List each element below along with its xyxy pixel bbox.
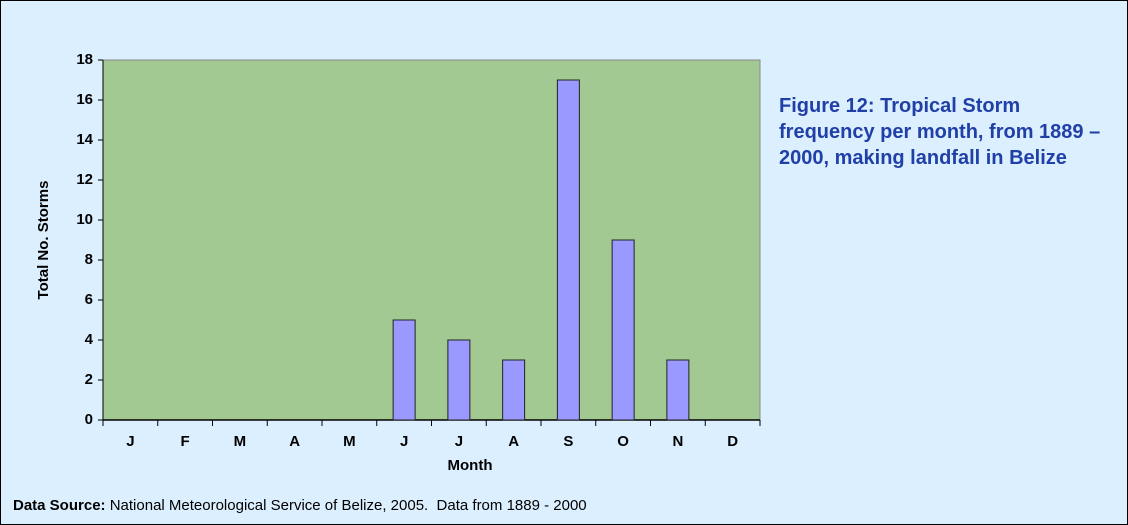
x-tick-label: M — [234, 433, 247, 450]
plot-area — [102, 59, 761, 421]
bar — [556, 79, 580, 421]
source-text: National Meteorological Service of Beliz… — [109, 497, 587, 514]
x-axis-label: Month — [448, 457, 493, 474]
x-tick-label: J — [455, 433, 463, 450]
x-tick-label: O — [617, 433, 629, 450]
x-tick-label: D — [727, 433, 738, 450]
y-tick-label: 8 — [85, 251, 93, 268]
x-tick-label: J — [126, 433, 134, 450]
x-tick-label: F — [181, 433, 190, 450]
source: Data Source: National Meteorological Ser… — [13, 497, 587, 514]
y-tick-label: 4 — [85, 331, 94, 348]
x-tick-label: J — [400, 433, 408, 450]
bar — [392, 319, 416, 421]
chart-title: Figure 12: Tropical Storm frequency per … — [779, 95, 1101, 169]
source-label: Data Source: — [13, 497, 106, 514]
bar — [611, 239, 635, 421]
y-axis-label: Total No. Storms — [35, 181, 52, 300]
bar — [447, 339, 471, 421]
bar — [502, 359, 526, 421]
x-tick-label: M — [343, 433, 356, 450]
y-tick-label: 18 — [76, 51, 93, 68]
bar — [666, 359, 690, 421]
y-tick-label: 14 — [76, 131, 93, 148]
y-tick-label: 2 — [85, 371, 93, 388]
y-tick-label: 12 — [76, 171, 93, 188]
y-tick-label: 0 — [85, 411, 93, 428]
x-tick-label: N — [672, 433, 683, 450]
y-tick-label: 16 — [76, 91, 93, 108]
y-tick-label: 10 — [76, 211, 93, 228]
x-tick-label: A — [508, 433, 519, 450]
x-tick-label: A — [289, 433, 300, 450]
x-tick-label: S — [563, 433, 573, 450]
y-tick-label: 6 — [85, 291, 93, 308]
